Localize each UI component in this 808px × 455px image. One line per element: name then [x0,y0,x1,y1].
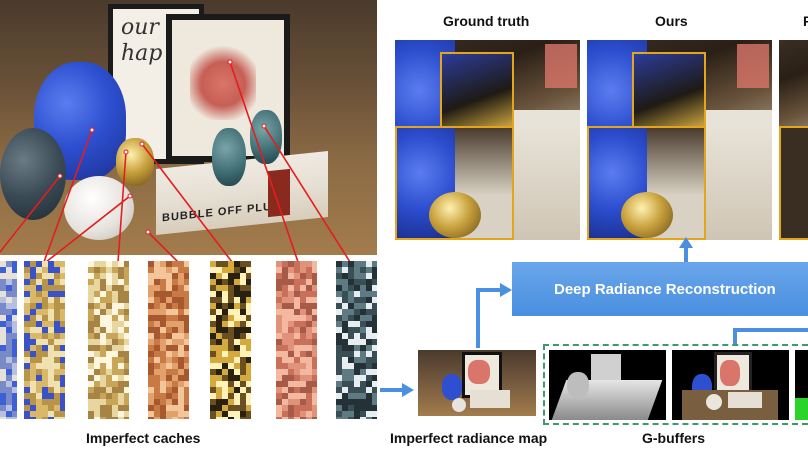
ours-book-area [706,126,772,240]
arrow-map-to-recon-horizontal [476,288,502,292]
leader-line [141,143,233,263]
cache-strip-gold-white [88,261,129,419]
leader-line [263,125,351,263]
leader-line [229,61,299,263]
imperfect-radiance-map-thumbnail [418,350,536,416]
leader-line [43,129,93,263]
ground-truth-zoom-box [440,52,514,128]
gold-vase [116,138,154,186]
gbuffer-albedo-image [672,350,789,420]
leader-line [117,151,127,263]
sample-point-marker [127,193,133,199]
deep-radiance-reconstruction-block: Deep Radiance Reconstruction [512,262,808,316]
sample-point-marker [145,229,151,235]
arrow-map-to-recon-vertical [476,290,480,348]
cache-strip-salmon [276,261,317,419]
arrow-head-up [679,237,693,248]
arrow-gbuffer-vertical [733,328,737,346]
ground-truth-zoom-inset [395,126,514,240]
gbuffers-group-box [543,344,808,425]
teal-vase-left [212,128,246,186]
arrow-to-radiance-map [380,388,404,392]
leader-line [45,195,131,263]
ground-truth-book-area [514,126,580,240]
cache-strip-dark-gold [210,261,251,419]
gbuffers-caption: G-buffers [642,430,705,446]
sample-point-marker [261,123,267,129]
sample-point-marker [123,149,129,155]
cache-strip-blue [0,261,17,419]
cache-strip-gold-blue [24,261,65,419]
ground-truth-label: Ground truth [443,13,530,29]
ours-label: Ours [655,13,688,29]
gbuffer-normal-image [795,350,808,420]
imperfect-radiance-map-caption: Imperfect radiance map [390,430,548,446]
sample-point-marker [139,141,145,147]
third-column-inset [779,126,808,240]
sample-point-marker [89,127,95,133]
arrow-head-right [500,283,512,297]
arrow-head-right [402,383,414,397]
gbuffer-depth-image [549,350,666,420]
imperfect-caches-caption: Imperfect caches [86,430,201,446]
third-column-label: F [803,13,808,29]
leader-line [0,175,61,253]
frame-script-text: our hap [121,15,163,66]
rendered-scene-image: our hap BUBBLE OFF PLUMB [0,0,377,255]
ours-zoom-inset [587,126,706,240]
arrow-gbuffer-horizontal [733,328,808,332]
arrow-to-ours [684,248,688,262]
dark-stone-vase [0,128,66,220]
leader-line [147,231,179,263]
sample-point-marker [227,59,233,65]
sample-point-marker [57,173,63,179]
cache-strip-dark-teal [336,261,377,419]
cache-strip-orange [148,261,189,419]
ours-zoom-box [632,52,706,128]
